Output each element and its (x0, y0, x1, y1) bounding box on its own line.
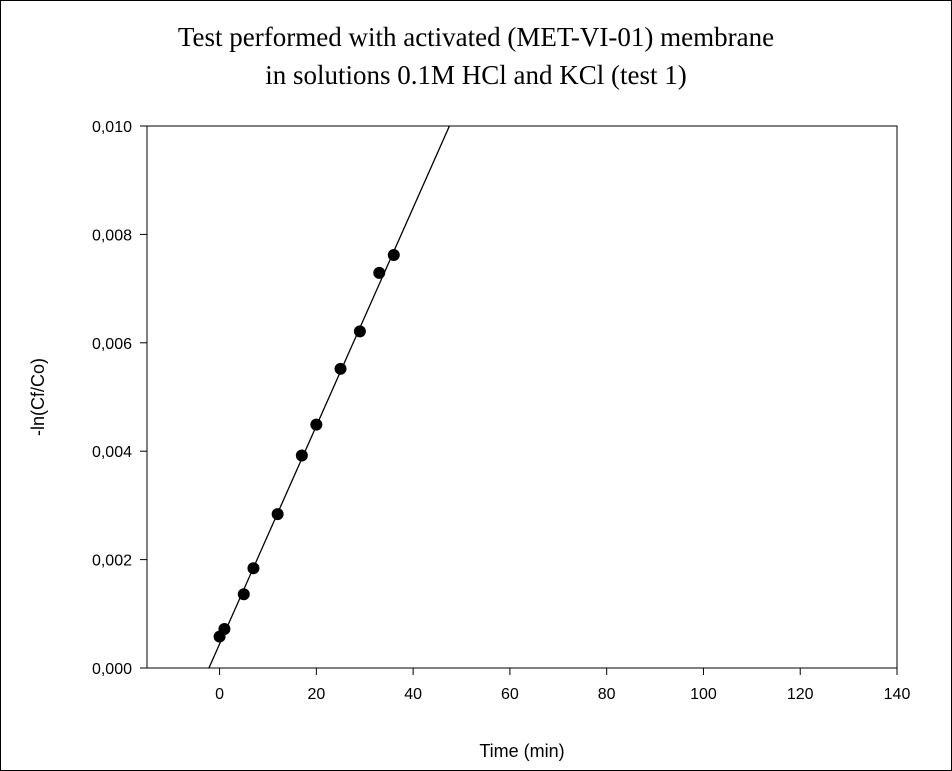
chart-subtitle: in solutions 0.1M HCl and KCl (test 1) (265, 60, 687, 90)
y-axis: 0,000 0,002 0,004 0,006 0,008 0,010 (92, 119, 147, 678)
x-tick-label: 120 (787, 686, 814, 703)
fit-line (208, 125, 451, 669)
data-point (373, 266, 386, 279)
chart-title: Test performed with activated (MET-VI-01… (177, 22, 775, 52)
data-point (247, 562, 260, 575)
x-tick-label: 60 (501, 686, 519, 703)
x-tick-label: 100 (690, 686, 717, 703)
x-tick-label: 80 (598, 686, 616, 703)
y-tick-label: 0,006 (92, 336, 132, 353)
y-tick-label: 0,010 (92, 119, 132, 136)
x-tick-label: 40 (404, 686, 422, 703)
x-tick-label: 0 (215, 686, 224, 703)
data-point (218, 622, 231, 635)
x-tick-label: 20 (307, 686, 325, 703)
data-point (271, 508, 284, 521)
data-point (353, 325, 366, 338)
data-point (387, 248, 400, 261)
y-tick-label: 0,008 (92, 227, 132, 244)
y-tick-label: 0,004 (92, 444, 132, 461)
data-point (334, 362, 347, 375)
x-axis-label: Time (min) (479, 741, 564, 761)
x-tick-label: 140 (884, 686, 911, 703)
plot-area (146, 125, 898, 669)
data-point (295, 449, 308, 462)
data-point (237, 588, 250, 601)
y-tick-label: 0,000 (92, 661, 132, 678)
y-axis-label: -ln(Cf/Co) (28, 358, 48, 436)
data-points (213, 248, 400, 643)
x-axis: 0 20 40 60 80 100 120 140 (215, 668, 910, 703)
data-point (310, 418, 323, 431)
y-tick-label: 0,002 (92, 553, 132, 570)
